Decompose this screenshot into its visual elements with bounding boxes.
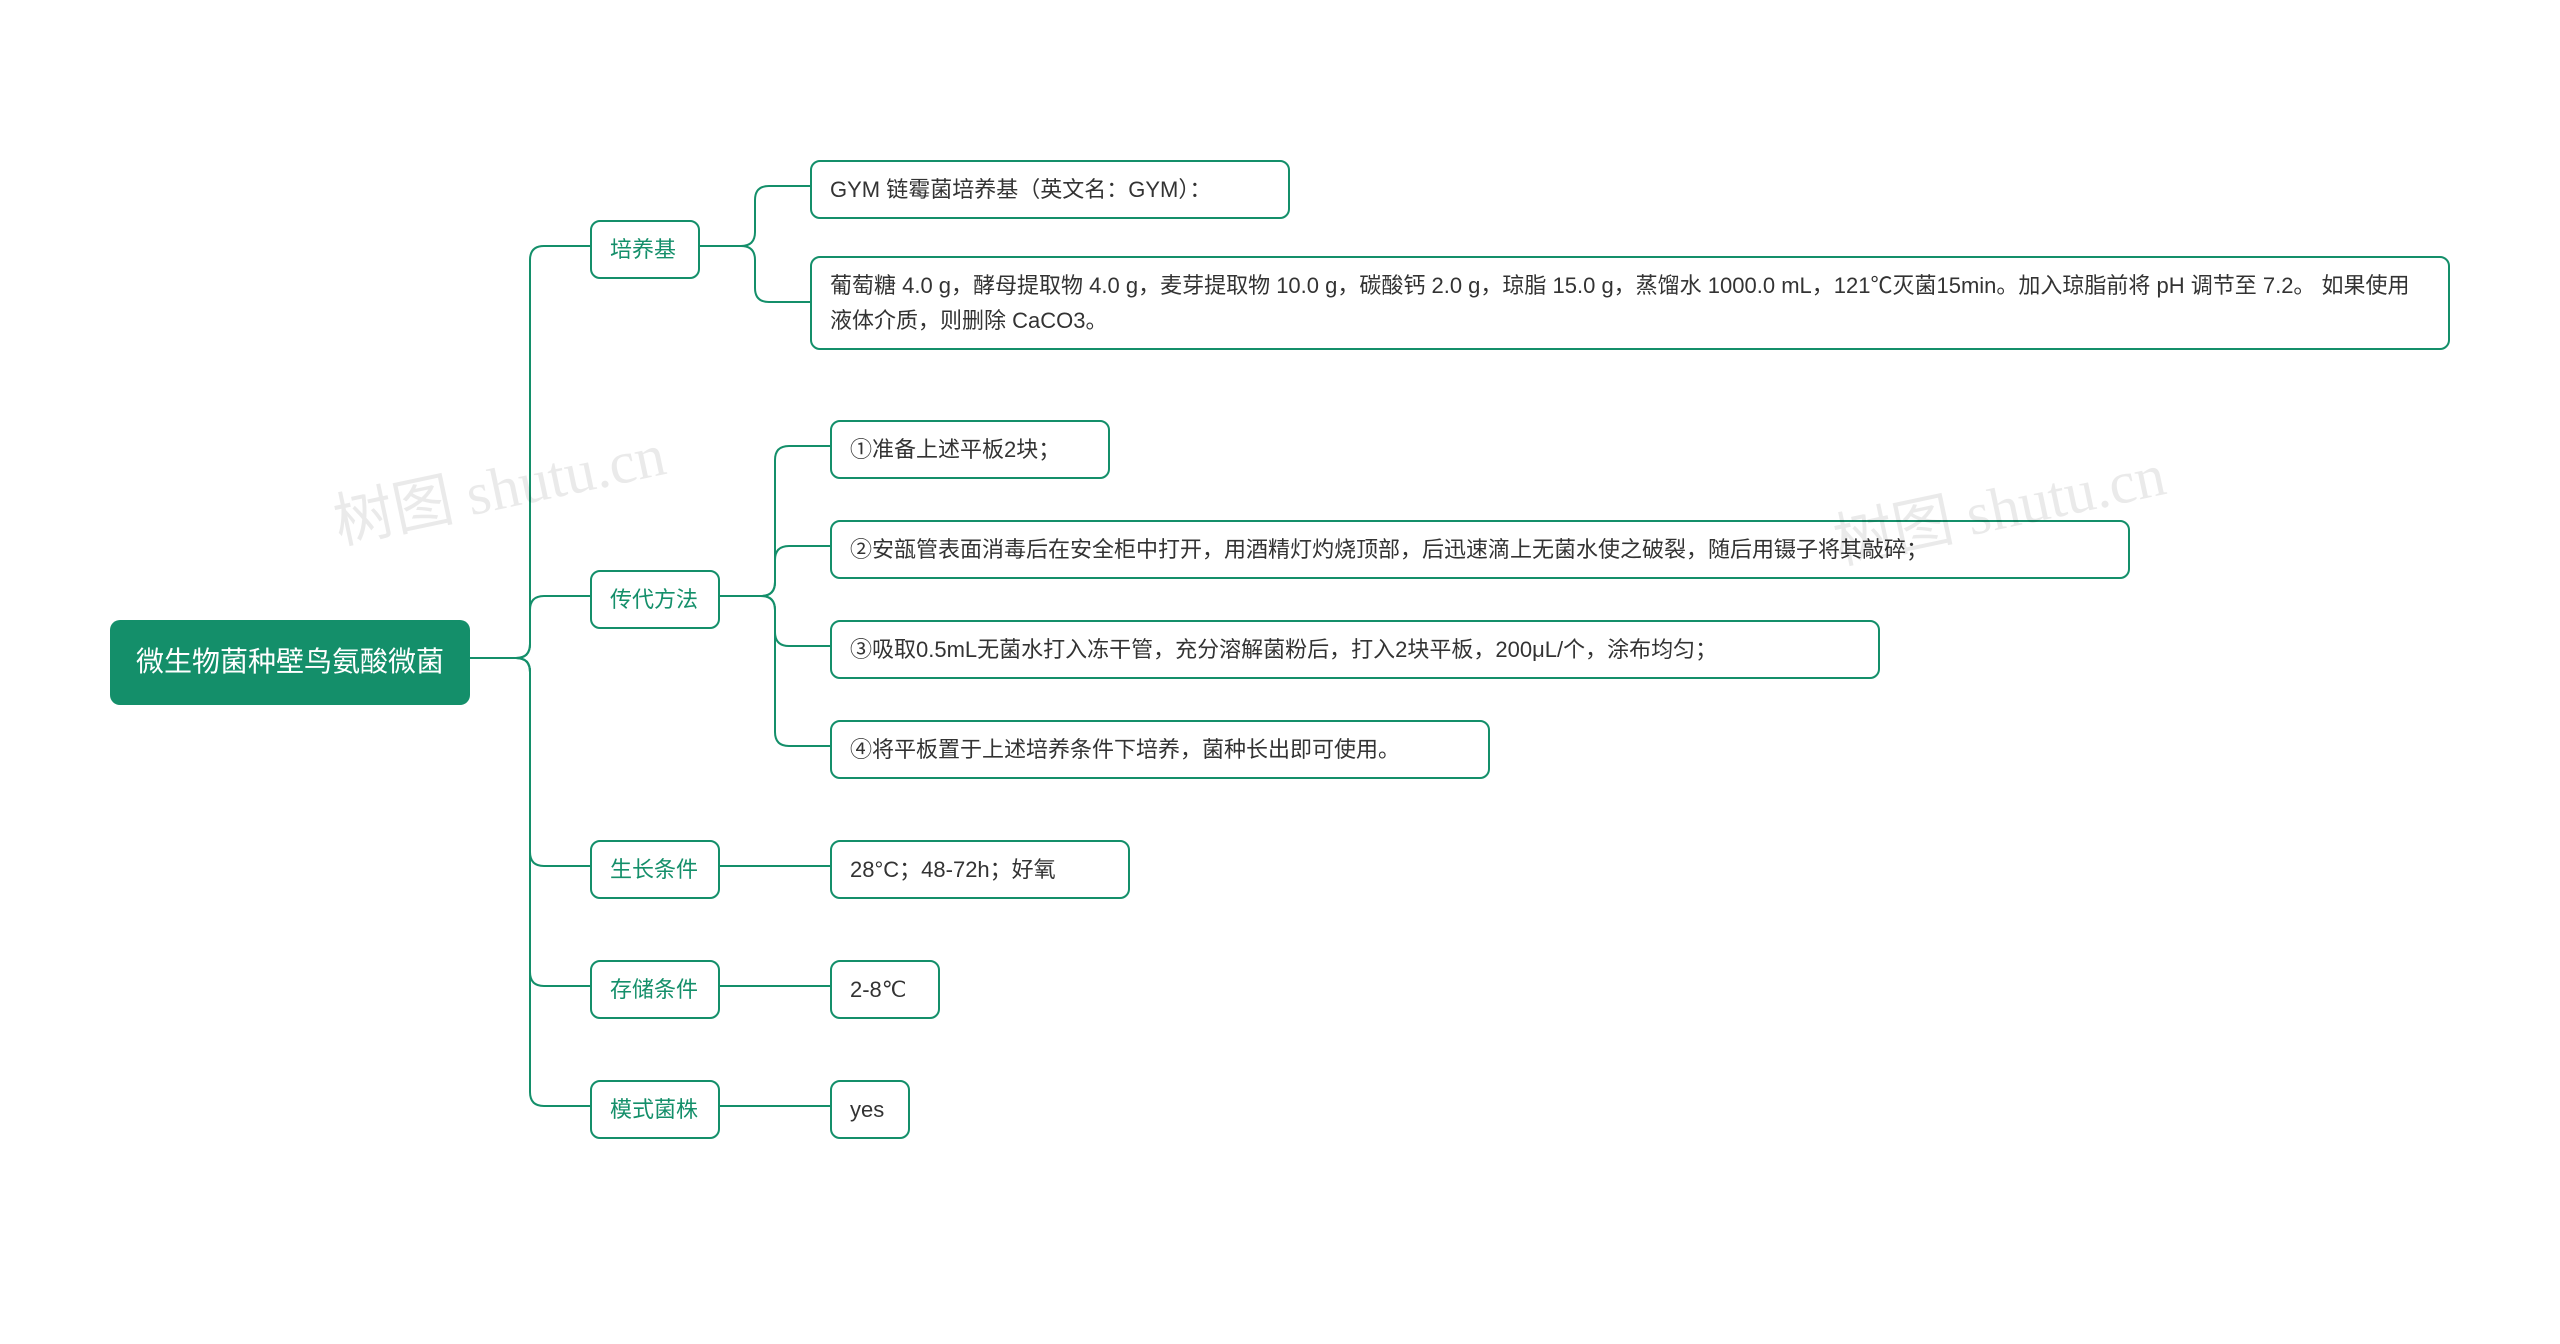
root-node: 微生物菌种壁鸟氨酸微菌: [110, 620, 470, 705]
leaf-passage-4: ④将平板置于上述培养条件下培养，菌种长出即可使用。: [830, 720, 1490, 779]
branch-type: 模式菌株: [590, 1080, 720, 1139]
leaf-label: ①准备上述平板2块；: [850, 437, 1060, 462]
branch-storage: 存储条件: [590, 960, 720, 1019]
branch-label: 培养基: [610, 237, 676, 262]
leaf-label: 2-8℃: [850, 977, 907, 1002]
branch-medium: 培养基: [590, 220, 700, 279]
leaf-passage-3: ③吸取0.5mL无菌水打入冻干管，充分溶解菌粉后，打入2块平板，200μL/个，…: [830, 620, 1880, 679]
leaf-label: GYM 链霉菌培养基（英文名：GYM）：: [830, 177, 1211, 202]
branch-label: 存储条件: [610, 977, 698, 1002]
branch-passage: 传代方法: [590, 570, 720, 629]
leaf-label: ②安瓿管表面消毒后在安全柜中打开，用酒精灯灼烧顶部，后迅速滴上无菌水使之破裂，随…: [850, 537, 1928, 562]
leaf-label: 28°C；48-72h；好氧: [850, 857, 1056, 882]
branch-growth: 生长条件: [590, 840, 720, 899]
leaf-storage-1: 2-8℃: [830, 960, 940, 1019]
leaf-medium-1: GYM 链霉菌培养基（英文名：GYM）：: [810, 160, 1290, 219]
leaf-passage-1: ①准备上述平板2块；: [830, 420, 1110, 479]
leaf-growth-1: 28°C；48-72h；好氧: [830, 840, 1130, 899]
leaf-medium-2: 葡萄糖 4.0 g，酵母提取物 4.0 g，麦芽提取物 10.0 g，碳酸钙 2…: [810, 256, 2450, 350]
leaf-label: 葡萄糖 4.0 g，酵母提取物 4.0 g，麦芽提取物 10.0 g，碳酸钙 2…: [830, 273, 2410, 333]
branch-label: 模式菌株: [610, 1097, 698, 1122]
watermark: 树图 shutu.cn: [325, 406, 672, 561]
mindmap-canvas: 微生物菌种壁鸟氨酸微菌 培养基 GYM 链霉菌培养基（英文名：GYM）： 葡萄糖…: [50, 80, 2510, 1260]
root-label: 微生物菌种壁鸟氨酸微菌: [136, 646, 444, 677]
branch-label: 传代方法: [610, 587, 698, 612]
leaf-passage-2: ②安瓿管表面消毒后在安全柜中打开，用酒精灯灼烧顶部，后迅速滴上无菌水使之破裂，随…: [830, 520, 2130, 579]
branch-label: 生长条件: [610, 857, 698, 882]
watermark-text: 树图 shutu.cn: [328, 422, 671, 557]
leaf-label: ③吸取0.5mL无菌水打入冻干管，充分溶解菌粉后，打入2块平板，200μL/个，…: [850, 637, 1717, 662]
leaf-type-1: yes: [830, 1080, 910, 1139]
leaf-label: yes: [850, 1097, 884, 1122]
leaf-label: ④将平板置于上述培养条件下培养，菌种长出即可使用。: [850, 737, 1400, 762]
